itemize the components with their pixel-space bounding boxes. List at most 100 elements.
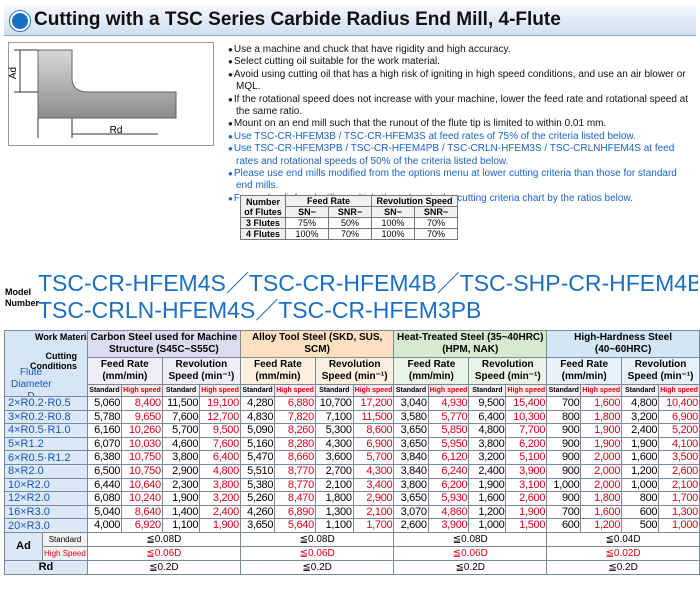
value-cell: 3,600 (314, 450, 354, 465)
speed-label: Standard (468, 384, 507, 397)
value-cell: 1,000 (546, 477, 582, 493)
value-cell: 7,600 (161, 409, 201, 425)
ad-high-row: High Speed ≦0.06D ≦0.06D ≦0.06D ≦0.02D (5, 545, 700, 561)
column-subheader: Feed Rate (mm/min) (393, 357, 470, 385)
speed-label: Standard (239, 384, 276, 397)
speed-label: Standard (86, 384, 123, 397)
value-cell: 5,770 (427, 409, 470, 425)
value-cell: 3,580 (393, 409, 429, 425)
value-cell: 3,650 (393, 423, 429, 438)
value-cell: 9,650 (121, 409, 163, 425)
value-cell: 700 (546, 396, 582, 411)
value-cell: 6,160 (86, 423, 123, 438)
value-cell: 10,640 (121, 477, 163, 493)
row-label: 16×R3.0 (4, 504, 88, 520)
value-cell: 5,640 (274, 518, 316, 533)
footer-label: Rd (4, 559, 88, 575)
model-name: TSC-CR-HFEM4S／TSC-CR-HFEM4B／TSC-SHP-CR-H… (38, 270, 698, 296)
note: Avoid using cutting oil that has a high … (228, 69, 696, 94)
data-row: 2×R0.2·R0.5 5,060 8,400 11,500 19,100 4,280 6,… (4, 396, 700, 411)
value-cell: 500 (621, 518, 660, 533)
value-cell: 2,000 (580, 477, 623, 493)
column-subheader: Feed Rate (mm/min) (86, 357, 163, 385)
column-subheader: Revolution Speed (min⁻¹) (314, 357, 395, 385)
data-row: 12×R2.0 6,080 10,240 1,900 3,200 5,260 8,470 1,… (4, 491, 700, 506)
value-cell: 6,440 (86, 477, 123, 493)
value-cell: 9,500 (468, 396, 507, 411)
value-cell: 6,920 (121, 518, 163, 533)
value-cell: 1,900 (468, 477, 507, 493)
value-cell: 10,750 (121, 450, 163, 465)
value-cell: 8,470 (274, 491, 316, 506)
value-cell: 8,400 (121, 396, 163, 411)
value-cell: 2,400 (199, 504, 241, 520)
value-cell: 10,400 (658, 396, 700, 411)
row-label: 5×R1.2 (4, 436, 88, 452)
tool-profile (37, 49, 177, 119)
ratio-cell: 3 Flutes (240, 217, 286, 229)
value-cell: 15,400 (505, 396, 548, 411)
footer-value: ≦0.04D (546, 531, 700, 547)
data-row: 20×R3.0 4,000 6,920 1,100 1,900 3,650 5,640 1,1… (4, 518, 700, 533)
value-cell: 4,000 (86, 518, 123, 533)
speed-label: Standard (161, 384, 201, 397)
footer-value: ≦0.2D (393, 559, 548, 575)
value-cell: 5,090 (239, 423, 276, 438)
value-cell: 1,800 (580, 409, 623, 425)
value-cell: 5,380 (239, 477, 276, 493)
value-cell: 4,800 (199, 463, 241, 479)
value-cell: 10,030 (121, 436, 163, 452)
value-cell: 3,070 (393, 504, 429, 520)
column-subheader: Feed Rate (mm/min) (546, 357, 623, 385)
footer-value: ≦0.08D (86, 531, 241, 547)
value-cell: 6,400 (468, 409, 507, 425)
footer-value: ≦0.2D (86, 559, 241, 575)
row-label: 4×R0.5·R1.0 (4, 423, 88, 438)
ratio-cell: 50% (328, 217, 372, 229)
speed-label: Standard (393, 384, 429, 397)
value-cell: 12,700 (199, 409, 241, 425)
speed-label: Standard (314, 384, 354, 397)
ratio-cell: 100% (285, 228, 329, 240)
value-cell: 6,880 (274, 396, 316, 411)
material-header: Alloy Tool Steel (SKD, SUS, SCM) (239, 330, 395, 358)
value-cell: 1,000 (621, 477, 660, 493)
value-cell: 1,200 (621, 463, 660, 479)
value-cell: 6,890 (274, 504, 316, 520)
row-label: 12×R2.0 (4, 491, 88, 506)
speed-label: Standard (546, 384, 582, 397)
value-cell: 1,900 (580, 423, 623, 438)
value-cell: 1,100 (161, 518, 201, 533)
value-cell: 900 (546, 436, 582, 452)
corner-label: Flute Diameter D (11, 367, 52, 397)
value-cell: 4,860 (427, 504, 470, 520)
speed-label: High speed (199, 384, 241, 397)
value-cell: 5,200 (658, 423, 700, 438)
ratio-row: 4 Flutes 100% 70% 100% 70% (240, 228, 458, 240)
value-cell: 3,200 (199, 491, 241, 506)
value-cell: 6,070 (86, 436, 123, 452)
value-cell: 2,000 (580, 463, 623, 479)
value-cell: 4,800 (468, 423, 507, 438)
title-bullet (10, 11, 30, 31)
column-subheader: Feed Rate (mm/min) (239, 357, 316, 385)
column-subheader: Revolution Speed (min⁻¹) (161, 357, 241, 385)
value-cell: 5,780 (86, 409, 123, 425)
blue-note: Use TSC-CR-HFEM3PB / TSC-CR-HFEM4PB / TS… (228, 143, 696, 168)
value-cell: 800 (546, 409, 582, 425)
value-cell: 6,200 (505, 436, 548, 452)
value-cell: 600 (546, 518, 582, 533)
data-row: 4×R0.5·R1.0 6,160 10,260 5,700 9,500 5,090 8,2… (4, 423, 700, 438)
value-cell: 8,280 (274, 436, 316, 452)
data-row: 5×R1.2 6,070 10,030 4,600 7,600 5,160 8,280 4,3… (4, 436, 700, 452)
value-cell: 7,100 (314, 409, 354, 425)
value-cell: 2,900 (352, 491, 395, 506)
value-cell: 1,900 (199, 518, 241, 533)
row-label: 10×R2.0 (4, 477, 88, 493)
row-label: 2×R0.2·R0.5 (4, 396, 88, 411)
value-cell: 1,600 (621, 450, 660, 465)
ratio-subheader: SNR− (328, 206, 372, 218)
value-cell: 5,160 (239, 436, 276, 452)
